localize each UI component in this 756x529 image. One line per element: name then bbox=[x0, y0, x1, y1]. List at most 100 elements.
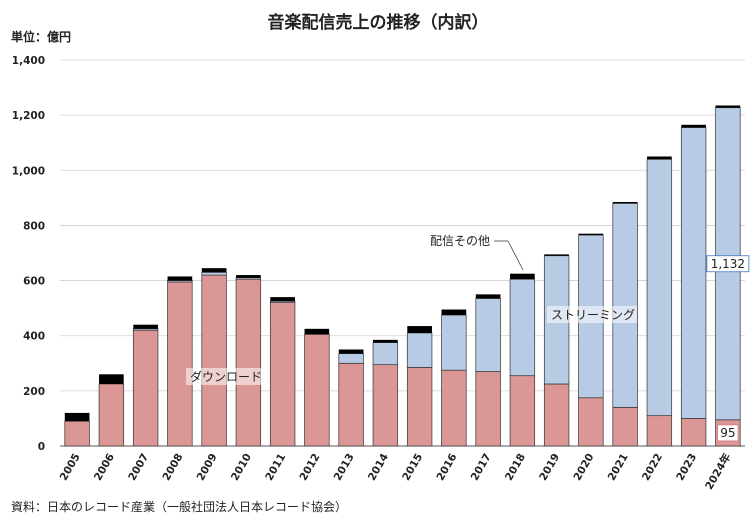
download-annotation-box bbox=[186, 368, 264, 385]
other-segment bbox=[578, 233, 604, 236]
streaming-segment bbox=[235, 277, 262, 280]
x-tick-label: 2005 bbox=[58, 452, 83, 483]
other-segment bbox=[133, 324, 158, 329]
source-note: 資料：日本のレコード産業（一般社団法人日本レコード協会） bbox=[11, 500, 348, 514]
grid-lines bbox=[60, 59, 745, 447]
other-segment bbox=[407, 326, 432, 333]
streaming-segment bbox=[612, 203, 638, 408]
data-label: 95 bbox=[720, 426, 735, 440]
download-segment bbox=[304, 333, 330, 447]
streaming-segment bbox=[475, 298, 501, 372]
streaming-segment bbox=[132, 328, 159, 331]
x-tick-label: 2017 bbox=[469, 452, 494, 483]
other-segment bbox=[715, 105, 741, 108]
download-segment bbox=[612, 407, 638, 447]
download-segment bbox=[64, 420, 90, 447]
x-tick-label: 2021 bbox=[606, 452, 631, 483]
streaming-segment bbox=[406, 332, 433, 368]
streaming-annotation-box bbox=[547, 306, 637, 323]
streaming-segment bbox=[269, 300, 296, 303]
streaming-segment bbox=[372, 342, 399, 366]
y-tick-label: 0 bbox=[38, 441, 45, 453]
data-label-box bbox=[717, 424, 739, 442]
y-tick-label: 200 bbox=[23, 386, 45, 398]
other-segment bbox=[441, 309, 467, 316]
other-segment bbox=[612, 201, 638, 204]
download-segment bbox=[98, 383, 125, 447]
x-tick-label: 2022 bbox=[640, 452, 665, 483]
download-segment bbox=[646, 415, 673, 447]
other-segment bbox=[64, 412, 90, 422]
y-tick-label: 600 bbox=[23, 276, 45, 288]
download-segment bbox=[269, 302, 296, 447]
other-segment bbox=[647, 156, 672, 160]
download-segment bbox=[543, 383, 570, 447]
x-tick-label: 2016 bbox=[434, 452, 459, 483]
other-segment bbox=[681, 124, 706, 128]
download-segment bbox=[680, 418, 707, 447]
y-tick-label: 400 bbox=[23, 331, 45, 343]
other-segment bbox=[99, 374, 124, 384]
other-leader-line-2 bbox=[507, 240, 524, 271]
download-segment bbox=[406, 367, 433, 447]
download-segment bbox=[167, 281, 193, 447]
y-tick-label: 1,400 bbox=[12, 55, 45, 67]
x-tick-label: 2014 bbox=[366, 452, 391, 483]
x-tick-label: 2008 bbox=[160, 452, 185, 483]
x-tick-label: 2013 bbox=[332, 452, 357, 483]
x-tick-label: 2019 bbox=[537, 452, 562, 483]
x-tick-label: 2023 bbox=[674, 452, 699, 483]
other-segment bbox=[270, 297, 295, 302]
streaming-segment bbox=[509, 278, 536, 377]
streaming-segment bbox=[338, 353, 364, 364]
download-segment bbox=[475, 371, 501, 447]
streaming-segment bbox=[441, 314, 467, 371]
y-tick-label: 1,200 bbox=[12, 110, 45, 122]
other-segment bbox=[201, 268, 227, 273]
download-segment bbox=[132, 329, 159, 447]
x-tick-label: 2009 bbox=[195, 452, 220, 483]
other-segment bbox=[236, 275, 261, 278]
other-segment bbox=[167, 276, 193, 281]
download-segment bbox=[372, 364, 399, 447]
download-segment bbox=[578, 397, 604, 447]
unit-label: 単位：億円 bbox=[11, 30, 72, 44]
download-segment bbox=[509, 375, 536, 447]
x-tick-label: 2020 bbox=[571, 452, 596, 483]
other-segment bbox=[373, 339, 398, 343]
download-segment bbox=[201, 274, 227, 447]
streaming-segment bbox=[646, 158, 673, 417]
streaming-segment bbox=[680, 127, 707, 419]
x-tick-label: 2018 bbox=[503, 452, 528, 483]
x-tick-label: 2007 bbox=[126, 452, 151, 483]
streaming-segment bbox=[201, 271, 227, 276]
other-segment bbox=[475, 294, 501, 299]
other-annotation: 配信その他 bbox=[430, 234, 490, 248]
other-segment bbox=[338, 349, 364, 354]
y-axis-ticks: 0 200 400 600 800 1,000 1,200 1,400 bbox=[12, 55, 45, 453]
y-tick-label: 800 bbox=[23, 220, 45, 232]
download-segment bbox=[441, 369, 467, 447]
bars bbox=[64, 105, 741, 447]
streaming-annotation: ストリーミング bbox=[551, 308, 635, 322]
download-segment bbox=[235, 278, 262, 447]
download-segment bbox=[338, 362, 364, 447]
download-annotation: ダウンロード bbox=[190, 369, 262, 384]
chart-title: 音楽配信売上の推移（内訳） bbox=[267, 13, 489, 33]
x-tick-label: 2010 bbox=[229, 452, 254, 483]
x-tick-label: 2024年 bbox=[702, 451, 733, 492]
x-axis-ticks: 2005 2006 2007 2008 2009 2010 2011 2012 2013 2014… bbox=[58, 451, 734, 492]
data-labels: 1,132 95 bbox=[706, 255, 750, 442]
streaming-segment bbox=[167, 280, 193, 283]
other-segment bbox=[510, 273, 535, 280]
x-tick-label: 2011 bbox=[263, 452, 288, 483]
x-tick-label: 2006 bbox=[92, 452, 117, 483]
x-tick-label: 2012 bbox=[297, 452, 322, 483]
x-tick-label: 2015 bbox=[400, 452, 425, 483]
other-segment bbox=[544, 254, 569, 256]
y-tick-label: 1,000 bbox=[12, 165, 45, 177]
data-label-box bbox=[706, 255, 750, 273]
data-label: 1,132 bbox=[711, 257, 745, 271]
other-segment bbox=[304, 328, 330, 335]
